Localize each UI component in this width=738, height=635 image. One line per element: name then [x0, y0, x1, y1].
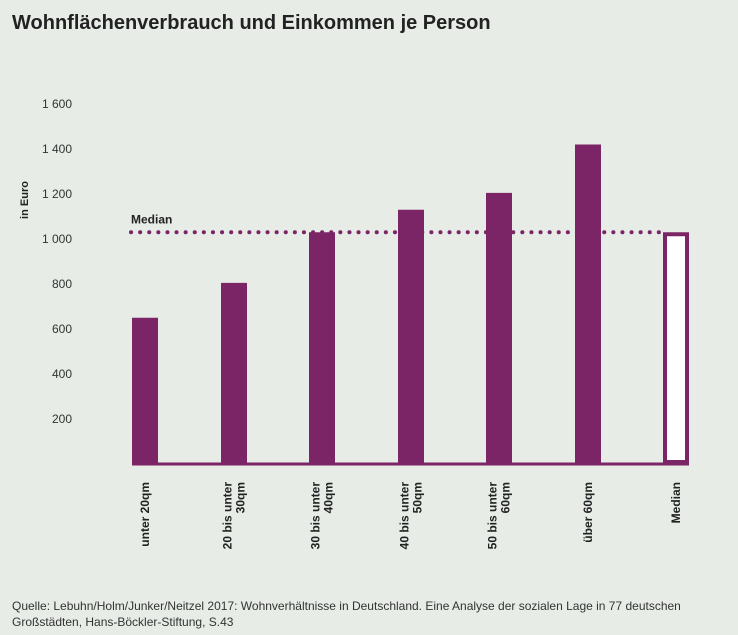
x-tick-label: 30 bis unter 40qm [309, 482, 336, 550]
x-axis-labels: unter 20qm 20 bis unter 30qm 30 bis unter 40… [138, 482, 683, 550]
bar [575, 144, 601, 464]
y-tick-label: 1 000 [42, 232, 72, 246]
y-tick-label: 1 600 [42, 97, 72, 111]
x-tick-label-line: 20 bis unter [221, 482, 235, 550]
y-axis: 200 400 600 800 1 000 1 200 1 400 1 600 [42, 97, 72, 426]
median-line-label: Median [131, 212, 172, 226]
x-tick-label: über 60qm [581, 482, 595, 543]
x-tick-label-line: 40 bis unter [398, 482, 412, 550]
bar [486, 192, 512, 464]
x-tick-label-line: 30qm [234, 482, 248, 513]
median-bar [663, 232, 689, 464]
y-tick-label: 200 [52, 412, 72, 426]
x-tick-label-line: 50qm [411, 482, 425, 513]
x-tick-label-line: unter 20qm [138, 482, 152, 547]
y-tick-label: 1 200 [42, 187, 72, 201]
y-tick-label: 800 [52, 277, 72, 291]
y-tick-label: 600 [52, 322, 72, 336]
x-tick-label: Median [669, 482, 683, 523]
y-tick-label: 400 [52, 367, 72, 381]
x-tick-label-line: 30 bis unter [309, 482, 323, 550]
bar [309, 232, 335, 464]
x-tick-label-line: 60qm [499, 482, 513, 513]
bar [398, 209, 424, 464]
y-axis-label: in Euro [19, 181, 31, 219]
bar [221, 282, 247, 464]
x-tick-label-line: Median [669, 482, 683, 523]
x-tick-label: unter 20qm [138, 482, 152, 547]
x-tick-label: 40 bis unter 50qm [398, 482, 425, 550]
chart-title: Wohnflächenverbrauch und Einkommen je Pe… [12, 12, 491, 34]
y-tick-label: 1 400 [42, 142, 72, 156]
x-tick-label-line: 50 bis unter [486, 482, 500, 550]
x-tick-label: 20 bis unter 30qm [221, 482, 248, 550]
bar-chart: 200 400 600 800 1 000 1 200 1 400 1 600 in Euro… [19, 97, 689, 550]
source-note: Quelle: Lebuhn/Holm/Junker/Neitzel 2017:… [12, 599, 681, 629]
bars: Median [129, 144, 689, 466]
x-tick-label: 50 bis unter 60qm [486, 482, 513, 550]
x-tick-label-line: 40qm [322, 482, 336, 513]
x-tick-label-line: über 60qm [581, 482, 595, 543]
bar [132, 317, 158, 464]
